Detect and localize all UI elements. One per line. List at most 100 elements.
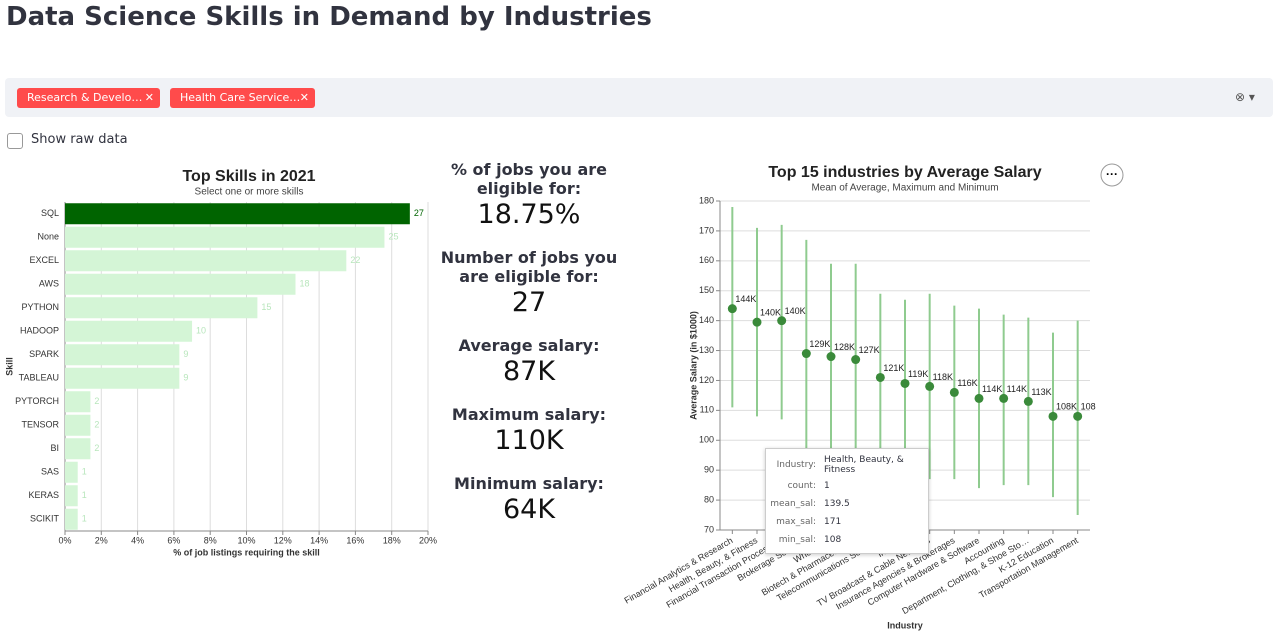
chart-subtitle: Mean of Average, Maximum and Minimum xyxy=(811,183,998,194)
count-label: 1 xyxy=(82,514,87,524)
chart-menu[interactable] xyxy=(1100,163,1124,187)
value-label: 144K xyxy=(735,294,756,304)
x-axis-title: Industry xyxy=(887,620,923,630)
value-label: 119K xyxy=(908,369,928,379)
tooltip-key: mean_sal: xyxy=(770,499,816,509)
y-tick-label: 170 xyxy=(699,225,714,235)
y-tick-label: HADOOP xyxy=(20,326,59,336)
y-tick-label: 110 xyxy=(700,405,714,415)
y-tick-label: KERAS xyxy=(28,490,59,500)
y-tick-label: SAS xyxy=(41,467,59,477)
metric-label: Average salary: xyxy=(458,336,600,355)
metric-value: 18.75% xyxy=(477,199,581,230)
count-label: 25 xyxy=(388,232,398,242)
value-label: 118K xyxy=(933,372,953,382)
tooltip: Industry: Health, Beauty, & Fitness count… xyxy=(765,448,929,554)
bar xyxy=(65,344,180,366)
value-label: 140K xyxy=(760,308,781,318)
y-tick-label: 90 xyxy=(704,465,714,475)
value-label: 128K xyxy=(834,342,855,352)
mean-point xyxy=(826,352,836,362)
metric-label: Maximum salary: xyxy=(451,405,607,424)
x-tick-label: 14% xyxy=(310,535,328,545)
y-tick-label: 160 xyxy=(699,255,714,265)
count-label: 9 xyxy=(183,373,188,383)
bar xyxy=(65,203,410,225)
y-tick-label: TABLEAU xyxy=(19,373,59,383)
y-tick-label: TENSOR xyxy=(21,420,59,430)
filter-bar[interactable]: Research & Develo… ✕ Health Care Service…… xyxy=(5,78,1273,117)
mean-point xyxy=(1023,396,1033,406)
metric-value: 27 xyxy=(511,287,547,318)
bar xyxy=(65,226,385,248)
count-label: 27 xyxy=(414,208,424,218)
value-label: 108 xyxy=(1081,402,1096,412)
count-label: 1 xyxy=(82,467,87,477)
checkbox[interactable] xyxy=(7,133,23,149)
tooltip-value: 1 xyxy=(824,481,830,491)
y-tick-label: 180 xyxy=(699,195,714,205)
y-tick-label: AWS xyxy=(39,279,59,289)
mean-point xyxy=(1048,411,1058,421)
filter-chip[interactable]: Health Care Service… ✕ xyxy=(170,88,315,108)
y-tick-label: 70 xyxy=(704,524,714,534)
y-tick-label: EXCEL xyxy=(29,255,59,265)
count-label: 10 xyxy=(196,326,206,336)
value-label: 129K xyxy=(809,339,830,349)
bar xyxy=(65,485,78,507)
mean-point xyxy=(949,387,959,397)
mean-point xyxy=(999,393,1009,403)
value-label: 116K xyxy=(957,378,977,388)
x-tick-label: 4% xyxy=(131,535,144,545)
metrics: % of jobs you are eligible for: 18.75% Nu… xyxy=(440,160,618,543)
count-label: 2 xyxy=(94,420,99,430)
y-tick-label: SPARK xyxy=(29,349,59,359)
count-label: 1 xyxy=(82,490,87,500)
x-axis-title: % of job listings requiring the skill xyxy=(173,547,320,557)
chip-remove[interactable]: ✕ xyxy=(299,91,309,104)
metric-label: Minimum salary: xyxy=(454,474,604,493)
filter-chip[interactable]: Research & Develo… ✕ xyxy=(17,88,160,108)
checkbox-label[interactable]: Show raw data xyxy=(31,132,128,147)
mean-point xyxy=(1073,411,1083,421)
bar xyxy=(65,461,78,483)
metric: % of jobs you are eligible for: 18.75% xyxy=(440,160,618,232)
tooltip-value: 139.5 xyxy=(824,499,850,509)
mean-point xyxy=(875,372,885,382)
bar xyxy=(65,414,91,436)
tooltip-value: 171 xyxy=(824,517,842,527)
clear-dropdown[interactable]: ⊗ ▾ xyxy=(1235,90,1255,104)
chip-remove[interactable]: ✕ xyxy=(144,91,154,104)
tooltip-key: min_sal: xyxy=(778,535,816,545)
count-label: 2 xyxy=(94,443,99,453)
y-tick-label: 130 xyxy=(699,345,714,355)
tooltip-value: Health, Beauty, & Fitness xyxy=(824,455,904,475)
metric-value: 87K xyxy=(502,356,556,387)
mean-point xyxy=(974,393,984,403)
metric-label: Number of jobs you are eligible for: xyxy=(440,248,618,286)
metric-value: 110K xyxy=(494,425,564,456)
tooltip-value: 108 xyxy=(824,535,842,545)
chart-subtitle: Select one or more skills xyxy=(195,187,304,198)
value-label: 113K xyxy=(1031,387,1051,397)
y-tick-label: 80 xyxy=(704,494,714,504)
bar xyxy=(65,297,258,319)
mean-point xyxy=(900,378,910,388)
y-tick-label: 140 xyxy=(699,315,714,325)
count-label: 9 xyxy=(183,349,188,359)
y-axis-title: Average Salary (in $1000) xyxy=(688,311,698,420)
count-label: 18 xyxy=(300,279,310,289)
y-axis-title: Skill xyxy=(4,357,14,376)
y-tick-label: SQL xyxy=(41,208,59,218)
count-label: 15 xyxy=(261,302,271,312)
mean-point xyxy=(727,304,737,314)
tooltip-key: count: xyxy=(787,481,816,491)
page-title: Data Science Skills in Demand by Industr… xyxy=(6,2,652,32)
value-label: 114K xyxy=(982,384,1002,394)
x-tick-label: 20% xyxy=(419,535,437,545)
value-label: 140K xyxy=(785,306,806,316)
y-tick-label: 100 xyxy=(699,435,714,445)
count-label: 22 xyxy=(350,255,360,265)
y-tick-label: PYTORCH xyxy=(15,396,59,406)
metric-value: 64K xyxy=(502,494,556,525)
